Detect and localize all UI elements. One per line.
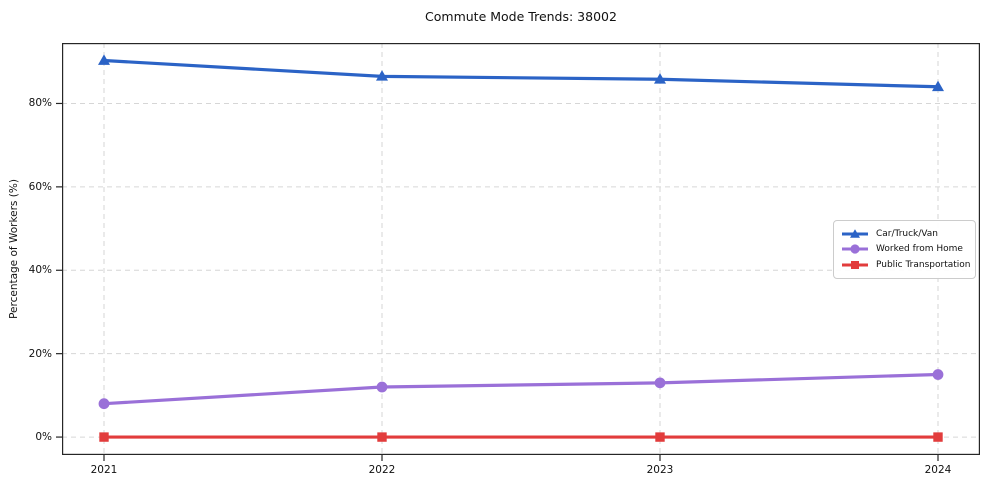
circle-marker [654, 377, 666, 389]
series-line [103, 58, 939, 89]
circle-marker [98, 398, 110, 410]
square-marker [99, 432, 109, 442]
triangle-marker [98, 54, 110, 65]
y-tick-label: 0% [35, 431, 52, 444]
series-2 [99, 432, 943, 442]
legend-label: Car/Truck/Van [876, 228, 938, 239]
y-tick-label: 60% [28, 180, 52, 193]
triangle-marker [654, 73, 666, 84]
y-tick-label: 20% [28, 347, 52, 360]
legend-item: Worked from Home [841, 242, 969, 258]
triangle-marker [932, 80, 944, 92]
legend-label: Worked from Home [876, 244, 963, 255]
triangle-marker [376, 70, 388, 81]
x-tick-label: 2022 [368, 464, 396, 476]
triangle-legend-marker-icon [842, 228, 868, 238]
square-legend-marker-icon [842, 260, 868, 269]
x-tick-label: 2023 [646, 464, 674, 476]
square-marker [655, 432, 665, 442]
x-tick-label: 2021 [90, 464, 118, 476]
legend-item: Public Transportation [841, 257, 971, 273]
y-tick-label: 80% [28, 97, 52, 110]
y-axis-label: Percentage of Workers (%) [8, 179, 20, 319]
plot-area [56, 43, 980, 461]
legend: Car/Truck/Van Worked from Home Public Tran… [833, 220, 976, 279]
series-0 [98, 54, 944, 92]
square-marker [933, 432, 943, 442]
circle-marker [932, 369, 944, 380]
axis-ticks [56, 102, 939, 461]
square-marker [377, 432, 387, 442]
series-1 [98, 369, 944, 410]
series-line [103, 372, 939, 406]
y-tick-label: 40% [28, 264, 52, 277]
circle-legend-marker-icon [842, 244, 868, 254]
plot-border [62, 43, 980, 455]
legend-item: Car/Truck/Van [841, 226, 969, 242]
x-tick-label: 2024 [924, 464, 952, 476]
chart-title: Commute Mode Trends: 38002 [425, 9, 617, 24]
legend-label: Public Transportation [876, 259, 971, 270]
circle-marker [376, 381, 388, 393]
